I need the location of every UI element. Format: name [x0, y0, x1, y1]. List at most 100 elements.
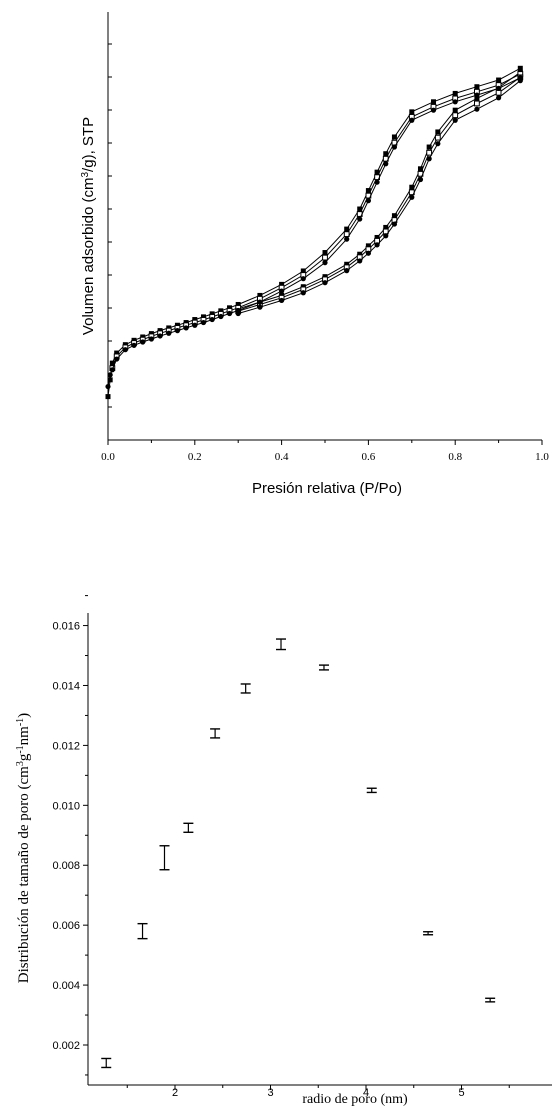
- isotherm-x-ticks: 0.0 0.2 0.4 0.6 0.8 1.0: [101, 440, 549, 463]
- isotherm-point: [257, 304, 263, 310]
- isotherm-point: [200, 314, 206, 320]
- isotherm-point: [374, 179, 380, 185]
- isotherm-point: [409, 117, 415, 123]
- isotherm-point: [344, 226, 350, 232]
- isotherm-point: [430, 107, 437, 113]
- isotherm-point: [279, 288, 285, 294]
- isotherm-point: [365, 250, 371, 256]
- isotherm-point: [357, 206, 363, 212]
- isotherm-point: [257, 292, 263, 298]
- isotherm-point: [166, 330, 172, 336]
- isotherm-x-tick-label: 0.2: [188, 451, 202, 463]
- isotherm-point: [517, 78, 523, 84]
- isotherm-point: [107, 372, 113, 378]
- isotherm-point: [322, 250, 328, 256]
- pore-y-tick-label: 0.016: [52, 621, 80, 633]
- pore-y-axis-label: Distribución de tamaño de poro (cm3g-1nm…: [15, 713, 33, 983]
- isotherm-point: [474, 100, 480, 107]
- isotherm-point: [192, 317, 198, 323]
- pore-x-tick-label: 5: [458, 1087, 464, 1099]
- isotherm-point: [140, 339, 146, 345]
- isotherm-series-line: [107, 76, 521, 387]
- isotherm-point: [174, 328, 181, 334]
- isotherm-point: [227, 305, 233, 311]
- pore-error-bar: [159, 845, 170, 871]
- pore-y-tick-label: 0.004: [52, 980, 80, 992]
- isotherm-series: [105, 65, 524, 400]
- isotherm-point: [105, 383, 111, 390]
- isotherm-point: [344, 261, 350, 267]
- pore-error-bar: [240, 683, 251, 694]
- isotherm-series-line: [107, 67, 521, 397]
- pore-error-bar: [276, 638, 287, 651]
- isotherm-x-tick-label: 0.0: [101, 451, 115, 463]
- pore-x-tick-label: 4: [363, 1087, 369, 1099]
- pore-x-tick-label: 2: [172, 1087, 178, 1099]
- isotherm-point: [114, 350, 120, 356]
- isotherm-x-tick-label: 1.0: [535, 451, 549, 463]
- pore-y-tick-label: 0.014: [52, 680, 80, 692]
- isotherm-point: [109, 360, 115, 366]
- isotherm-point: [107, 377, 113, 383]
- isotherm-point: [357, 251, 363, 257]
- isotherm-point: [209, 316, 215, 323]
- isotherm-point: [322, 254, 328, 261]
- isotherm-point: [435, 129, 441, 135]
- isotherm-point: [391, 213, 397, 219]
- isotherm-point: [365, 198, 371, 204]
- isotherm-point: [131, 342, 137, 348]
- pore-error-bar: [137, 922, 148, 940]
- pore-error-bar: [485, 997, 496, 1003]
- isotherm-point: [434, 134, 441, 141]
- isotherm-point: [391, 144, 398, 150]
- pore-y-tick-label: 0.012: [52, 740, 80, 752]
- isotherm-point: [365, 188, 371, 194]
- isotherm-point: [183, 325, 189, 331]
- isotherm-point: [200, 319, 207, 326]
- isotherm-point: [235, 301, 241, 307]
- isotherm-x-tick-label: 0.8: [448, 451, 462, 463]
- isotherm-point: [357, 258, 363, 264]
- isotherm-point: [279, 297, 285, 304]
- isotherm-point: [495, 89, 502, 96]
- pore-error-bar: [101, 1057, 112, 1069]
- pore-y-ticks: 0.002 0.004 0.006 0.008 0.010 0.012 0.014 0.016: [52, 595, 88, 1076]
- isotherm-x-tick-label: 0.4: [275, 451, 289, 463]
- isotherm-point: [344, 236, 350, 242]
- isotherm-point: [226, 310, 233, 317]
- isotherm-point: [148, 336, 154, 342]
- isotherm-point: [257, 299, 263, 305]
- isotherm-point: [409, 184, 415, 190]
- isotherm-y-axis-label: Volumen adsorbido (cm3/g), STP: [80, 117, 98, 335]
- isotherm-point: [452, 112, 459, 119]
- isotherm-point: [391, 134, 397, 140]
- isotherm-point: [374, 242, 380, 248]
- isotherm-point: [357, 216, 363, 222]
- isotherm-point: [417, 166, 423, 172]
- pore-x-axis-label: radio de poro (nm): [302, 1092, 408, 1107]
- isotherm-point: [452, 99, 458, 105]
- isotherm-point: [218, 308, 224, 314]
- pore-error-bar: [423, 931, 434, 936]
- isotherm-point: [474, 95, 480, 101]
- pore-error-bar: [183, 822, 194, 833]
- isotherm-point: [383, 224, 389, 230]
- pore-error-bar: [318, 664, 329, 671]
- isotherm-point: [122, 347, 128, 353]
- isotherm-point: [409, 109, 415, 115]
- isotherm-point: [517, 65, 523, 71]
- isotherm-x-axis-label: Presión relativa (P/Po): [252, 480, 402, 497]
- isotherm-point: [426, 149, 433, 156]
- isotherm-point: [474, 84, 480, 90]
- isotherm-point: [209, 311, 215, 317]
- isotherm-point: [235, 310, 241, 317]
- isotherm-point: [409, 194, 415, 200]
- isotherm-point: [279, 281, 285, 287]
- isotherm-point: [374, 234, 380, 240]
- isotherm-point: [343, 231, 350, 238]
- isotherm-point: [496, 85, 502, 91]
- isotherm-point: [374, 169, 380, 175]
- isotherm-point: [157, 333, 163, 339]
- isotherm-point: [383, 151, 389, 157]
